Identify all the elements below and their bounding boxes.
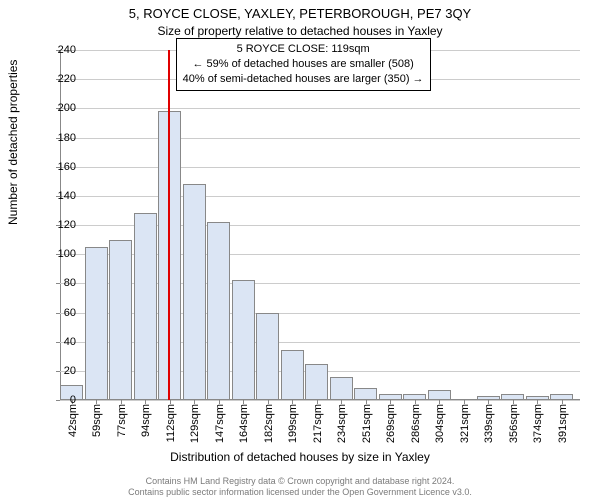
gridline (60, 400, 580, 401)
ytick-label: 140 (46, 190, 76, 202)
ytick-label: 0 (46, 394, 76, 406)
histogram-bar (428, 390, 451, 400)
xtick-label: 164sqm (238, 404, 250, 443)
ytick-label: 80 (46, 277, 76, 289)
xtick-label: 374sqm (532, 404, 544, 443)
xtick-label: 391sqm (557, 404, 569, 443)
xtick-label: 356sqm (508, 404, 520, 443)
histogram-bar (232, 280, 255, 400)
reference-line (168, 50, 170, 400)
histogram-bar (207, 222, 230, 400)
ytick-label: 160 (46, 161, 76, 173)
xtick-label: 286sqm (410, 404, 422, 443)
ytick-label: 60 (46, 307, 76, 319)
xtick-label: 112sqm (165, 404, 177, 442)
histogram-bar (256, 313, 279, 401)
xtick-label: 42sqm (67, 404, 79, 437)
histogram-bar (85, 247, 108, 400)
xtick-label: 304sqm (434, 404, 446, 443)
xtick-label: 269sqm (385, 404, 397, 443)
xtick-label: 217sqm (312, 404, 324, 443)
ytick-label: 220 (46, 73, 76, 85)
histogram-plot: 42sqm59sqm77sqm94sqm112sqm129sqm147sqm16… (60, 50, 580, 400)
histogram-bar (281, 350, 304, 400)
xtick-label: 59sqm (91, 404, 103, 437)
callout-line-2: ← 59% of detached houses are smaller (50… (183, 57, 424, 72)
xtick-label: 77sqm (116, 404, 128, 437)
xtick-label: 339sqm (483, 404, 495, 443)
gridline (60, 167, 580, 168)
gridline (60, 108, 580, 109)
callout-line-3: 40% of semi-detached houses are larger (… (183, 72, 424, 87)
xtick-label: 94sqm (140, 404, 152, 437)
callout-box: 5 ROYCE CLOSE: 119sqm← 59% of detached h… (176, 38, 431, 91)
ytick-label: 40 (46, 336, 76, 348)
histogram-bar (305, 364, 328, 400)
page-title: 5, ROYCE CLOSE, YAXLEY, PETERBOROUGH, PE… (0, 6, 600, 21)
x-axis-label: Distribution of detached houses by size … (0, 450, 600, 464)
histogram-bar (330, 377, 353, 400)
gridline (60, 196, 580, 197)
xtick-label: 182sqm (263, 404, 275, 443)
ytick-label: 240 (46, 44, 76, 56)
callout-line-1: 5 ROYCE CLOSE: 119sqm (183, 42, 424, 57)
copyright-line-1: Contains HM Land Registry data © Crown c… (0, 476, 600, 487)
y-axis-label: Number of detached properties (6, 60, 20, 225)
xtick-label: 199sqm (287, 404, 299, 443)
xtick-label: 129sqm (189, 404, 201, 443)
ytick-label: 120 (46, 219, 76, 231)
histogram-bar (183, 184, 206, 400)
xtick-label: 234sqm (336, 404, 348, 443)
xtick-label: 147sqm (214, 404, 226, 443)
page-subtitle: Size of property relative to detached ho… (0, 24, 600, 38)
histogram-bar (109, 240, 132, 400)
histogram-bar (354, 388, 377, 400)
copyright-text: Contains HM Land Registry data © Crown c… (0, 476, 600, 498)
ytick-label: 200 (46, 102, 76, 114)
xtick-label: 251sqm (361, 404, 373, 443)
copyright-line-2: Contains public sector information licen… (0, 487, 600, 498)
histogram-bar (134, 213, 157, 400)
ytick-label: 100 (46, 248, 76, 260)
ytick-label: 20 (46, 365, 76, 377)
gridline (60, 138, 580, 139)
xtick-label: 321sqm (459, 404, 471, 443)
ytick-label: 180 (46, 132, 76, 144)
